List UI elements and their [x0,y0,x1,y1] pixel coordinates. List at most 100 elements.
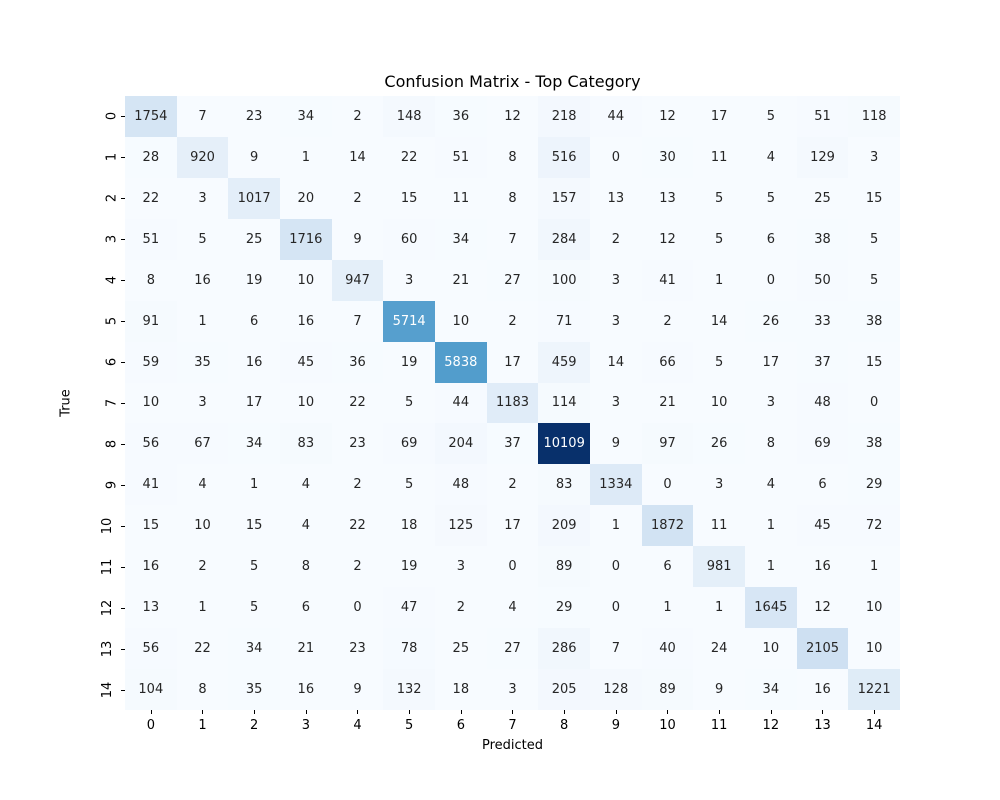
heatmap-cell: 10 [745,628,797,670]
x-axis-ticks: 0 1 2 3 4 5 6 7 8 9 10 11 12 13 14 [125,710,900,740]
heatmap-cell: 0 [848,382,900,424]
heatmap-cell: 2 [331,177,384,219]
heatmap-cell: 19 [228,259,280,301]
heatmap-cell: 22 [331,382,384,424]
heatmap-cell: 17 [745,341,797,383]
heatmap-cell: 8 [280,546,332,588]
heatmap-cell: 4 [280,505,332,547]
heatmap-cell: 35 [176,341,229,383]
heatmap-cell: 3 [383,259,435,301]
heatmap-cell: 3 [693,464,745,506]
heatmap-cell: 50 [796,259,849,301]
heatmap-cell: 22 [125,177,177,219]
heatmap-cell: 5 [693,177,745,219]
tick-mark [121,402,125,404]
heatmap-cell: 3 [435,546,487,588]
tick-mark [460,710,462,714]
heatmap-cell: 157 [538,177,590,219]
heatmap-cell: 10 [848,587,900,629]
heatmap-cell: 12 [796,587,849,629]
heatmap-cell: 11 [693,136,745,178]
heatmap-cell: 148 [383,96,435,137]
heatmap-cell: 20 [280,177,332,219]
heatmap-cell: 89 [538,546,590,588]
heatmap-cell: 23 [331,628,384,670]
heatmap-cell: 14 [331,136,384,178]
x-tick-label: 9 [590,710,642,740]
heatmap-cell: 28 [125,136,177,178]
heatmap-cell: 1 [745,505,797,547]
heatmap-cell: 128 [590,669,642,710]
y-tick-label: 4 [95,260,125,301]
heatmap-cell: 48 [435,464,487,506]
heatmap-cell: 2 [331,96,384,137]
heatmap-cell: 4 [745,136,797,178]
x-tick-label: 8 [538,710,590,740]
heatmap-cell: 284 [538,218,590,260]
heatmap-cell: 1 [848,546,900,588]
heatmap-cell: 15 [383,177,435,219]
heatmap-cell: 0 [590,587,642,629]
tick-mark [121,566,125,568]
heatmap-cell: 129 [796,136,849,178]
heatmap-cell: 11 [693,505,745,547]
heatmap-cell: 34 [228,423,280,465]
heatmap-cell: 3 [590,382,642,424]
tick-mark [874,710,876,714]
heatmap-cell: 114 [538,382,590,424]
heatmap-cell: 56 [125,628,177,670]
plot-area: 1754 7 23 34 2 148 36 12 218 44 12 17 5 51 118 28 920 9 1 1… [125,96,900,710]
tick-mark [121,689,125,691]
heatmap-cell: 6 [745,218,797,260]
y-tick-label: 8 [95,423,125,464]
y-axis-label: True [58,389,74,417]
heatmap-cell: 2 [590,218,642,260]
heatmap-cell: 6 [796,464,849,506]
heatmap-cell: 17 [486,505,539,547]
heatmap-cell: 15 [848,177,900,219]
heatmap-cell: 1 [693,587,745,629]
heatmap-cell: 1 [176,587,229,629]
tick-mark [409,710,411,714]
heatmap-cell: 104 [125,669,177,710]
heatmap-cell: 12 [641,218,694,260]
heatmap-cell: 19 [383,341,435,383]
heatmap-cell: 51 [796,96,849,137]
heatmap-cell: 34 [435,218,487,260]
x-tick-label: 0 [125,710,177,740]
heatmap-cell: 5 [228,587,280,629]
x-tick-label: 3 [280,710,332,740]
heatmap-cell: 21 [641,382,694,424]
heatmap-cell: 5714 [383,300,435,342]
heatmap-cell: 920 [176,136,229,178]
tick-mark [121,116,125,118]
heatmap-cell: 45 [796,505,849,547]
tick-mark [719,710,721,714]
heatmap-cell: 41 [125,464,177,506]
heatmap-cell: 8 [486,136,539,178]
heatmap-cell: 5 [176,218,229,260]
heatmap-cell: 16 [125,546,177,588]
heatmap-cell: 1754 [125,96,177,137]
x-tick-label: 12 [745,710,797,740]
chart-title: Confusion Matrix - Top Category [384,72,641,91]
heatmap-cell: 4 [176,464,229,506]
heatmap-cell: 16 [280,300,332,342]
heatmap-cell: 1 [176,300,229,342]
heatmap-cell: 9 [331,669,384,710]
heatmap-cell: 9 [693,669,745,710]
heatmap-cell: 5 [745,96,797,137]
heatmap-cell: 21 [280,628,332,670]
heatmap-cell: 15 [228,505,280,547]
y-tick-label: 10 [95,505,125,546]
heatmap-cell: 22 [383,136,435,178]
heatmap-cell: 12 [486,96,539,137]
heatmap-cell: 1872 [641,505,694,547]
heatmap-cell: 5 [693,341,745,383]
heatmap-cell: 22 [331,505,384,547]
tick-mark [121,484,125,486]
heatmap-cell: 0 [590,136,642,178]
heatmap-cell: 69 [796,423,849,465]
heatmap-cell: 25 [228,218,280,260]
heatmap-cell: 3 [590,259,642,301]
